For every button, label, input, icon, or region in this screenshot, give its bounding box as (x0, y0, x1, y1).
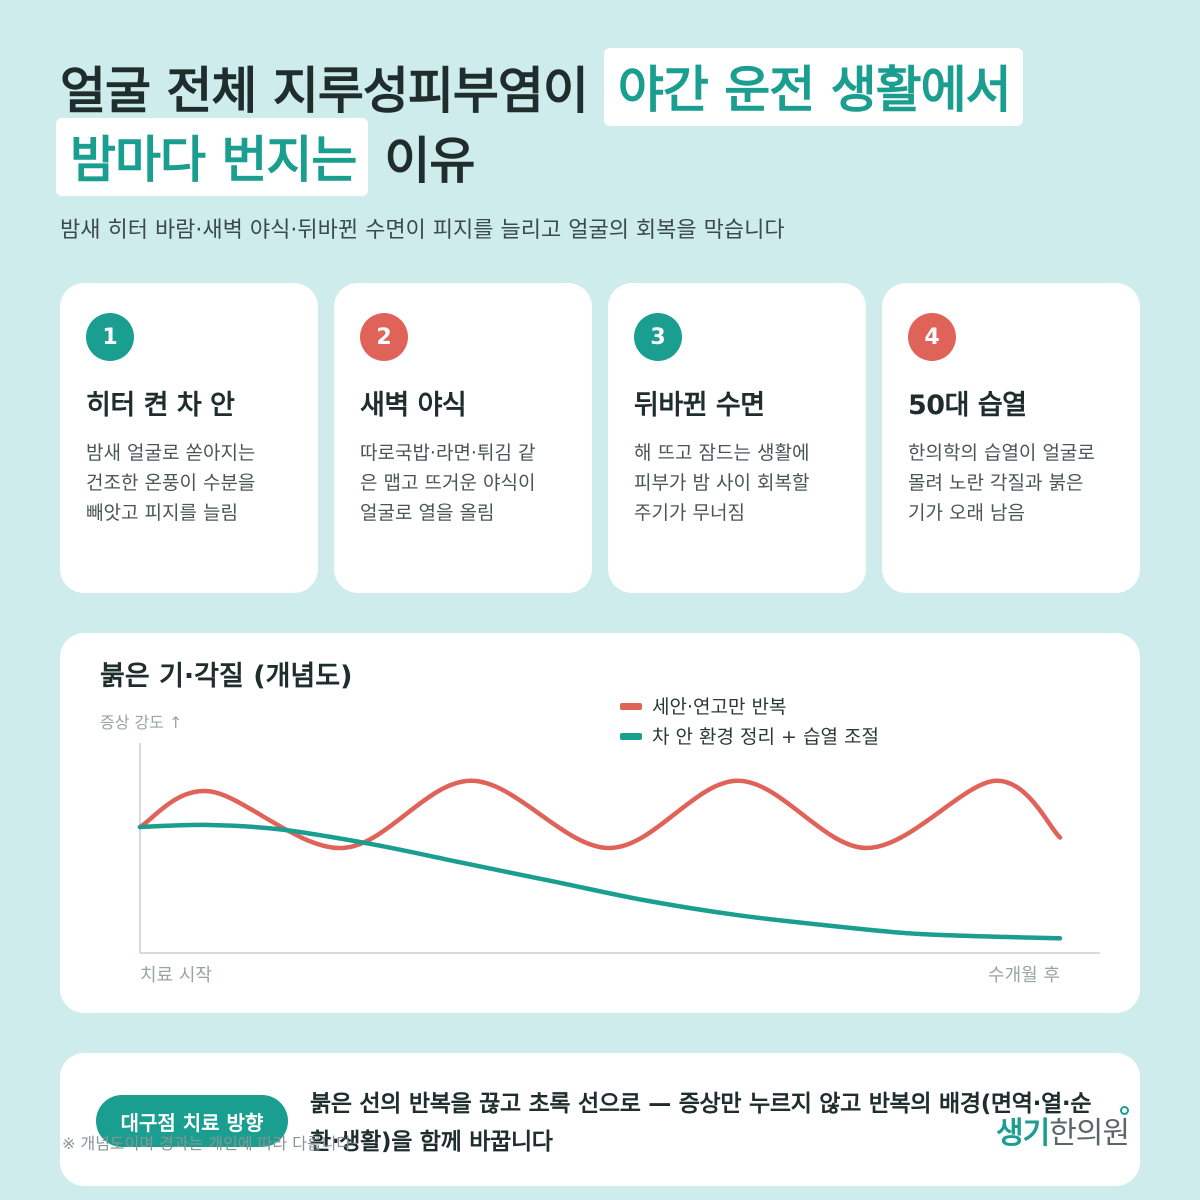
card-desc-line: 얼굴로 열을 올림 (360, 502, 495, 524)
card-description: 밤새 얼굴로 쏟아지는 건조한 온풍이 수분을 빼앗고 피지를 늘림 (86, 438, 292, 528)
card-number-badge: 4 (908, 313, 956, 361)
title-line-1: 얼굴 전체 지루성피부염이 야간 운전 생활에서 (60, 48, 1160, 126)
title-line-2: 밤마다 번지는 이유 (56, 118, 1160, 196)
card-desc-line: 은 맵고 뜨거운 야식이 (360, 472, 536, 494)
card-description: 따로국밥·라면·튀김 같 은 맵고 뜨거운 야식이 얼굴로 열을 올림 (360, 438, 566, 528)
card-number-badge: 2 (360, 313, 408, 361)
card-desc-line: 따로국밥·라면·튀김 같 (360, 442, 536, 464)
bottom-panel: 대구점 치료 방향 붉은 선의 반복을 끊고 초록 선으로 — 증상만 누르지 … (60, 1053, 1140, 1186)
card-desc-line: 한의학의 습열이 얼굴로 (908, 442, 1095, 464)
clinic-logo: 생기한의원 (996, 1108, 1130, 1152)
card-desc-line: 피부가 밤 사이 회복할 (634, 472, 810, 494)
chart-ylabel: 증상 강도 ↑ (100, 713, 182, 732)
legend-swatch-red (620, 703, 642, 710)
card-description: 한의학의 습열이 얼굴로 몰려 노란 각질과 붉은 기가 오래 남음 (908, 438, 1114, 528)
logo-text-part1: 생기 (996, 1116, 1050, 1151)
card-desc-line: 주기가 무너짐 (634, 502, 745, 524)
card-title: 50대 습열 (908, 390, 1027, 421)
card-desc-line: 몰려 노란 각질과 붉은 (908, 472, 1084, 494)
page-title-highlight1: 야간 운전 생활에서 (603, 48, 1023, 126)
treatment-direction-badge: 대구점 치료 방향 (96, 1095, 288, 1147)
chart-panel: 붉은 기·각질 (개념도) 증상 강도 ↑ 치료 시작 수개월 후 세안·연고만… (60, 633, 1140, 1013)
title-block: 얼굴 전체 지루성피부염이 야간 운전 생활에서 밤마다 번지는 이유 (56, 48, 1160, 196)
symptom-chart: 붉은 기·각질 (개념도) 증상 강도 ↑ 치료 시작 수개월 후 세안·연고만… (100, 661, 1100, 986)
cause-card-3: 3 뒤바뀐 수면 해 뜨고 잠드는 생활에 피부가 밤 사이 회복할 주기가 무… (608, 283, 866, 593)
chart-legend: 세안·연고만 반복 차 안 환경 정리 + 습열 조절 (620, 696, 879, 748)
page-title-part1: 얼굴 전체 지루성피부염이 (60, 62, 589, 120)
card-title: 새벽 야식 (360, 390, 467, 421)
card-description: 해 뜨고 잠드는 생활에 피부가 밤 사이 회복할 주기가 무너짐 (634, 438, 840, 528)
page-title-part2: 이유 (384, 132, 475, 190)
page-title-highlight2: 밤마다 번지는 (56, 118, 369, 196)
treatment-direction-text: 붉은 선의 반복을 끊고 초록 선으로 — 증상만 누르지 않고 반복의 배경(… (310, 1091, 1092, 1155)
cause-card-2: 2 새벽 야식 따로국밥·라면·튀김 같 은 맵고 뜨거운 야식이 얼굴로 열을… (334, 283, 592, 593)
card-number-badge: 1 (86, 313, 134, 361)
chart-series-group (137, 778, 1063, 941)
logo-dot-icon (1120, 1106, 1129, 1115)
legend-label-teal: 차 안 환경 정리 + 습열 조절 (652, 726, 879, 748)
chart-x-end-label: 수개월 후 (988, 965, 1060, 986)
chart-title: 붉은 기·각질 (개념도) (100, 661, 352, 692)
legend-swatch-teal (620, 733, 642, 740)
cause-cards: 1 히터 켠 차 안 밤새 얼굴로 쏟아지는 건조한 온풍이 수분을 빼앗고 피… (60, 283, 1140, 593)
page-subtitle: 밤새 히터 바람·새벽 야식·뒤바뀐 수면이 피지를 늘리고 얼굴의 회복을 막… (60, 218, 785, 243)
cause-card-4: 4 50대 습열 한의학의 습열이 얼굴로 몰려 노란 각질과 붉은 기가 오래… (882, 283, 1140, 593)
card-title: 뒤바뀐 수면 (634, 390, 765, 421)
series-line-teal (137, 822, 1063, 941)
card-desc-line: 해 뜨고 잠드는 생활에 (634, 442, 810, 464)
card-title: 히터 켠 차 안 (86, 390, 235, 421)
logo-text-part2: 한의원 (1049, 1116, 1130, 1151)
card-desc-line: 건조한 온풍이 수분을 (86, 472, 256, 494)
legend-label-red: 세안·연고만 반복 (652, 696, 786, 718)
footnote: ※ 개념도이며 경과는 개인에 따라 다릅니다 (62, 1134, 352, 1153)
card-desc-line: 빼앗고 피지를 늘림 (86, 502, 238, 524)
series-line-red (137, 778, 1063, 851)
card-number-badge: 3 (634, 313, 682, 361)
card-desc-line: 밤새 얼굴로 쏟아지는 (86, 442, 256, 464)
card-desc-line: 기가 오래 남음 (908, 502, 1025, 524)
cause-card-1: 1 히터 켠 차 안 밤새 얼굴로 쏟아지는 건조한 온풍이 수분을 빼앗고 피… (60, 283, 318, 593)
chart-x-start-label: 치료 시작 (140, 965, 212, 986)
